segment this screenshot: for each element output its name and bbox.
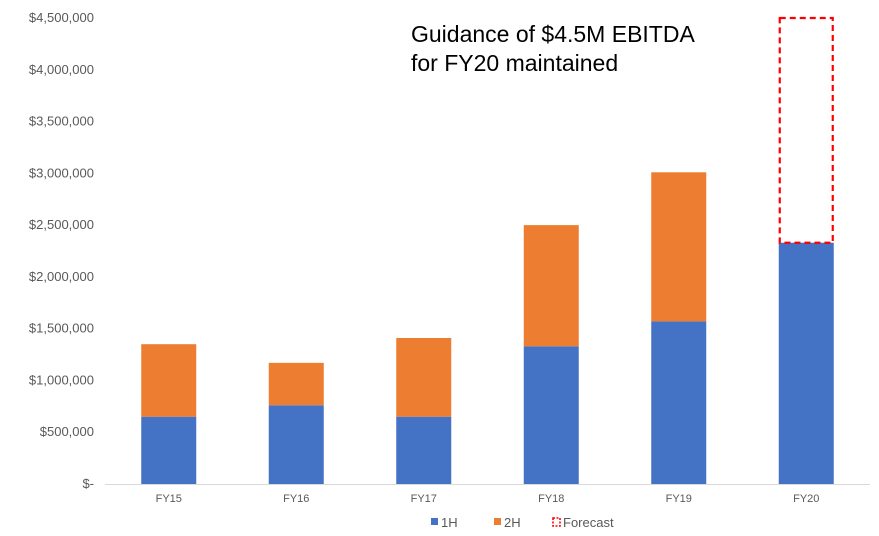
y-tick-label: $1,000,000 bbox=[29, 372, 94, 387]
bar-fy19-2h bbox=[651, 172, 707, 322]
y-tick-label: $4,500,000 bbox=[29, 10, 94, 25]
legend-label-forecast: Forecast bbox=[563, 515, 614, 530]
legend-label-2h: 2H bbox=[504, 515, 521, 530]
bar-fy18-2h bbox=[523, 225, 579, 347]
x-category-label: FY16 bbox=[283, 493, 309, 505]
y-tick-label: $3,000,000 bbox=[29, 165, 94, 180]
x-category-label: FY15 bbox=[156, 493, 182, 505]
forecast-box-fy20 bbox=[778, 16, 834, 244]
bar-fy15-2h bbox=[141, 344, 197, 417]
bar-fy20-1h bbox=[778, 242, 834, 484]
bar-fy16-1h bbox=[268, 405, 324, 484]
y-tick-label: $500,000 bbox=[40, 424, 94, 439]
bar-fy17-2h bbox=[396, 337, 452, 417]
y-tick-label: $3,500,000 bbox=[29, 114, 94, 129]
guidance-annotation: Guidance of $4.5M EBITDA for FY20 mainta… bbox=[411, 20, 695, 78]
annotation-line-2: for FY20 maintained bbox=[411, 50, 619, 76]
y-tick-label: $4,000,000 bbox=[29, 62, 94, 77]
y-tick-label: $1,500,000 bbox=[29, 321, 94, 336]
legend-swatch-2h bbox=[494, 518, 501, 525]
bar-fy15-1h bbox=[141, 416, 197, 484]
x-category-label: FY18 bbox=[538, 493, 564, 505]
bar-fy17-1h bbox=[396, 416, 452, 484]
y-tick-label: $2,500,000 bbox=[29, 217, 94, 232]
x-category-label: FY19 bbox=[666, 493, 692, 505]
legend-swatch-forecast bbox=[552, 517, 561, 527]
y-tick-label: $- bbox=[82, 476, 94, 491]
bar-fy16-2h bbox=[268, 362, 324, 406]
legend-swatch-1h bbox=[431, 518, 438, 525]
annotation-line-1: Guidance of $4.5M EBITDA bbox=[411, 21, 695, 47]
legend-label-1h: 1H bbox=[441, 515, 458, 530]
bar-fy19-1h bbox=[651, 321, 707, 484]
bar-fy18-1h bbox=[523, 346, 579, 484]
x-category-label: FY20 bbox=[793, 493, 819, 505]
x-category-label: FY17 bbox=[411, 493, 437, 505]
y-tick-label: $2,000,000 bbox=[29, 269, 94, 284]
